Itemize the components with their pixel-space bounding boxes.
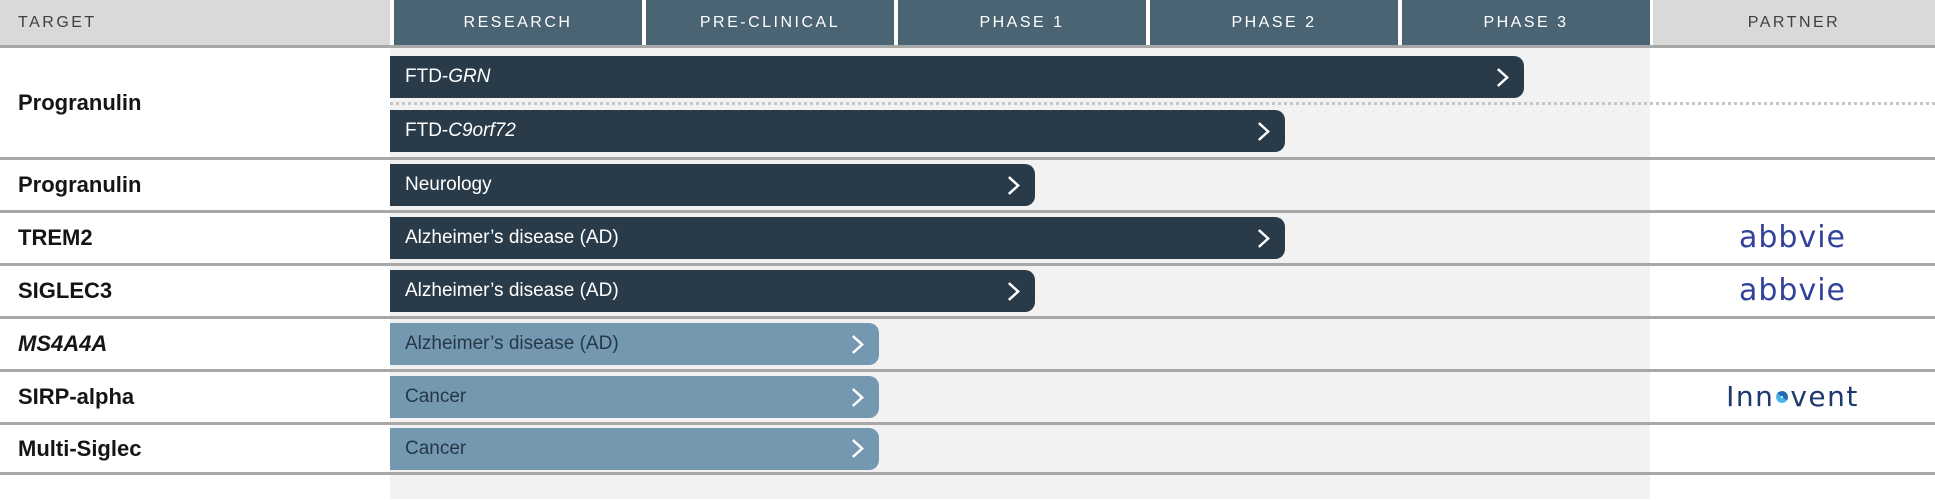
pipeline-row: SIGLEC3 Alzheimer’s disease (AD) abbvie <box>0 263 1935 316</box>
target-label: SIGLEC3 <box>18 278 113 303</box>
abbvie-logo: abbvie <box>1738 273 1846 308</box>
innovent-o-icon <box>1775 390 1790 404</box>
partner-cell <box>1650 425 1935 472</box>
partner-cell <box>1650 160 1935 210</box>
column-header-research: RESEARCH <box>390 0 642 45</box>
target-label: SIRP-alpha <box>18 384 135 409</box>
bar-label: Alzheimer’s disease (AD) <box>405 227 619 248</box>
pipeline-row: Multi-Siglec Cancer <box>0 422 1935 475</box>
target-label: TREM2 <box>18 225 93 250</box>
pipeline-row: Progranulin Neurology <box>0 157 1935 210</box>
column-header-phase1: PHASE 1 <box>894 0 1146 45</box>
pipeline-bar: FTD-GRN <box>390 56 1524 98</box>
chevron-right-icon <box>1496 67 1510 87</box>
pipeline-row: SIRP-alpha Cancer Inn vent <box>0 369 1935 422</box>
column-header-partner: PARTNER <box>1650 0 1935 45</box>
pipeline-bar: Neurology <box>390 164 1035 206</box>
header-row: TARGET RESEARCH PRE-CLINICAL PHASE 1 PHA… <box>0 0 1935 45</box>
chevron-right-icon <box>1257 121 1271 141</box>
chevron-right-icon <box>1257 228 1271 248</box>
pipeline-rows: Progranulin FTD-GRN FTD-C9orf72 Progranulin… <box>0 45 1935 475</box>
pipeline-bar: Cancer <box>390 427 879 470</box>
bar-label: Neurology <box>405 174 492 195</box>
pipeline-bar: Alzheimer’s disease (AD) <box>390 323 879 365</box>
pipeline-row: MS4A4A Alzheimer’s disease (AD) <box>0 316 1935 369</box>
pipeline-row: Progranulin FTD-GRN FTD-C9orf72 <box>0 45 1935 157</box>
chevron-right-icon <box>851 334 865 354</box>
bar-label: Alzheimer’s disease (AD) <box>405 280 619 301</box>
pipeline-bar: FTD-C9orf72 <box>390 110 1285 152</box>
partner-cell <box>1650 48 1935 157</box>
target-label: Progranulin <box>18 89 142 115</box>
target-label: Multi-Siglec <box>18 435 142 461</box>
column-header-phase2: PHASE 2 <box>1146 0 1398 45</box>
dotted-divider <box>390 102 1935 105</box>
chevron-right-icon <box>851 387 865 407</box>
partner-cell: abbvie <box>1650 266 1935 316</box>
pipeline-row: TREM2 Alzheimer’s disease (AD) abbvie <box>0 210 1935 263</box>
bar-label: FTD-GRN <box>405 66 491 87</box>
innovent-logo: Inn vent <box>1726 380 1859 413</box>
partner-cell <box>1650 319 1935 369</box>
abbvie-logo: abbvie <box>1738 220 1846 255</box>
column-header-target: TARGET <box>0 0 390 45</box>
column-header-preclinical: PRE-CLINICAL <box>642 0 894 45</box>
chevron-right-icon <box>851 439 865 458</box>
partner-cell: Inn vent <box>1650 372 1935 422</box>
pipeline-bar: Cancer <box>390 376 879 418</box>
column-header-phase3: PHASE 3 <box>1398 0 1650 45</box>
pipeline-bar: Alzheimer’s disease (AD) <box>390 217 1285 259</box>
bar-label: FTD-C9orf72 <box>405 120 516 141</box>
bar-label: Cancer <box>405 437 467 459</box>
chevron-right-icon <box>1007 175 1021 195</box>
chevron-right-icon <box>1007 281 1021 301</box>
target-label: Progranulin <box>18 172 142 197</box>
bar-label: Alzheimer’s disease (AD) <box>405 333 619 354</box>
target-label: MS4A4A <box>18 331 108 356</box>
partner-cell: abbvie <box>1650 213 1935 263</box>
pipeline-bar: Alzheimer’s disease (AD) <box>390 270 1035 312</box>
bar-label: Cancer <box>405 386 467 407</box>
